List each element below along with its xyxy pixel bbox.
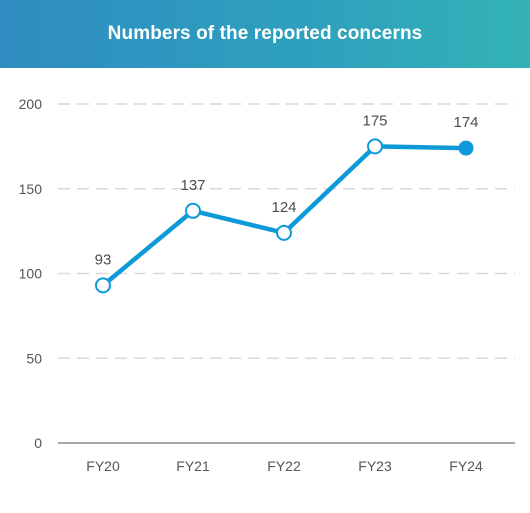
data-point (95, 277, 111, 294)
x-tick-label: FY21 (176, 458, 210, 474)
chart-header: Numbers of the reported concerns (0, 0, 530, 68)
data-point (367, 138, 383, 155)
series-line (100, 144, 469, 288)
y-tick-label: 200 (19, 96, 43, 112)
y-tick-label: 50 (26, 350, 42, 366)
x-tick-label: FY22 (267, 458, 301, 474)
data-label: 174 (453, 114, 478, 131)
data-label: 175 (362, 112, 387, 129)
x-tick-label: FY24 (449, 458, 483, 474)
chart-area: 0 50 100 150 200 FY20 FY21 FY22 FY23 FY24 93 137 124… (0, 68, 530, 508)
data-point (276, 224, 292, 241)
line-chart: 0 50 100 150 200 FY20 FY21 FY22 FY23 FY24 93 137 124… (19, 96, 515, 474)
y-tick-label: 150 (19, 181, 43, 197)
data-point (458, 140, 474, 156)
data-label: 137 (180, 177, 205, 194)
chart-title: Numbers of the reported concerns (107, 23, 423, 44)
y-tick-label: 0 (34, 435, 42, 451)
data-label: 93 (95, 251, 112, 268)
y-tick-label: 100 (19, 266, 43, 282)
x-tick-label: FY23 (358, 458, 392, 474)
data-label: 124 (271, 199, 296, 216)
x-tick-label: FY20 (86, 458, 120, 474)
data-point (185, 202, 201, 219)
